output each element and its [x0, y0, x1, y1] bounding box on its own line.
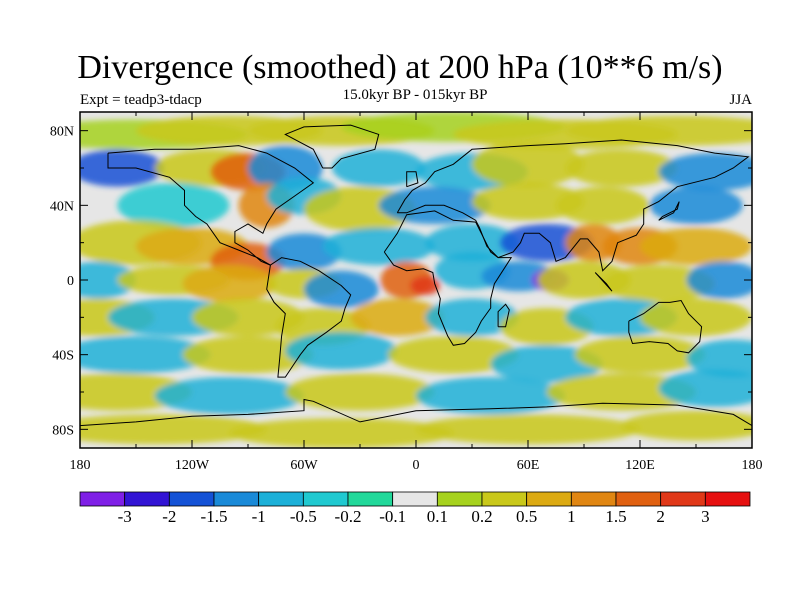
divergence-patch	[546, 373, 696, 411]
lat-tick-label: 40N	[50, 199, 74, 214]
coastline	[594, 272, 613, 292]
divergence-patch	[472, 141, 584, 187]
colorbar	[79, 491, 751, 507]
lat-tick-label: 0	[67, 274, 74, 289]
divergence-patch	[285, 373, 435, 411]
lon-tick-label: 60E	[517, 458, 540, 473]
coastline	[406, 171, 419, 188]
colorbar-level-label: -0.5	[289, 507, 317, 526]
colorbar-level-label: -0.2	[334, 507, 362, 526]
colorbar-level-label: -1	[251, 507, 266, 526]
colorbar-swatch	[526, 491, 572, 507]
colorbar-level-label: 1.5	[605, 507, 627, 526]
divergence-patch	[574, 336, 706, 374]
colorbar-swatch	[570, 491, 617, 507]
divergence-patch	[388, 336, 519, 374]
coastline	[628, 299, 703, 354]
divergence-patch	[410, 276, 441, 295]
divergence-patch	[322, 227, 435, 266]
divergence-patch	[565, 149, 678, 187]
colorbar-level-label: 2	[656, 507, 665, 526]
divergence-field	[80, 112, 752, 448]
divergence-patch	[425, 224, 519, 262]
divergence-patch	[154, 377, 304, 415]
lon-tick-label: 120W	[175, 458, 210, 473]
colorbar-level-label: 0.1	[426, 507, 448, 526]
colorbar-swatch	[615, 491, 662, 507]
divergence-patch	[304, 270, 379, 309]
colorbar-swatch	[347, 491, 394, 507]
lat-tick-label: 40S	[52, 349, 74, 364]
coastlines	[80, 124, 752, 427]
coastline	[266, 257, 352, 378]
divergence-patch	[350, 298, 445, 337]
divergence-patch	[332, 149, 426, 187]
colorbar-swatch	[168, 491, 215, 507]
coastline	[396, 139, 750, 272]
experiment-label: Expt = teadp3-tdacp	[80, 92, 202, 108]
coastline	[284, 124, 380, 169]
divergence-patch	[686, 339, 752, 378]
coastline	[383, 210, 513, 346]
figure-title: Divergence (smoothed) at 200 hPa (10**6 …	[77, 49, 723, 86]
divergence-patch	[229, 418, 454, 448]
divergence-patch	[472, 182, 584, 221]
colorbar-level-label: 0.5	[516, 507, 538, 526]
colorbar-swatch	[392, 491, 438, 507]
lat-tick-label: 80N	[50, 125, 74, 140]
divergence-patch	[640, 227, 752, 266]
colorbar-swatch	[213, 491, 260, 507]
colorbar-swatch	[79, 491, 126, 507]
colorbar-level-label: -1.5	[200, 507, 228, 526]
divergence-patch	[80, 261, 136, 299]
colorbar-level-label: 3	[701, 507, 710, 526]
colorbar-swatch	[258, 491, 304, 507]
divergence-patch	[602, 265, 715, 303]
colorbar-swatch	[660, 491, 706, 507]
colorbar-swatch	[124, 491, 170, 507]
divergence-patch	[686, 261, 752, 299]
divergence-patch	[117, 182, 230, 228]
lon-tick-label: 120E	[625, 458, 655, 473]
divergence-patch	[425, 298, 519, 337]
colorbar-level-label: -0.1	[379, 507, 407, 526]
colorbar-swatch	[436, 491, 483, 507]
lon-tick-label: 180	[742, 458, 763, 473]
divergence-patch	[649, 186, 743, 224]
colorbar-level-label: 1	[567, 507, 576, 526]
divergence-patch	[658, 153, 752, 191]
colorbar-level-label: 0.2	[471, 507, 493, 526]
colorbar-level-label: -3	[117, 507, 132, 526]
divergence-patch	[416, 414, 640, 445]
divergence-patch	[621, 410, 752, 441]
colorbar-swatch	[481, 491, 528, 507]
divergence-patch	[80, 336, 211, 374]
lat-tick-label: 80S	[52, 423, 74, 438]
season-label: JJA	[729, 92, 752, 108]
divergence-patch	[658, 369, 752, 407]
period-label: 15.0kyr BP - 015kyr BP	[342, 87, 488, 103]
lon-tick-label: 60W	[290, 458, 318, 473]
divergence-patch	[285, 332, 398, 370]
colorbar-swatch	[704, 491, 751, 507]
divergence-patch	[182, 265, 276, 303]
coastline	[80, 398, 752, 427]
colorbar-swatch	[302, 491, 349, 507]
axis-ticks: 80N 40N 0 40S 80S 180 120W 60W 0 60E 120E 180	[50, 112, 763, 473]
divergence-patch	[266, 233, 342, 271]
coastline	[658, 201, 680, 221]
colorbar-level-label: -2	[162, 507, 177, 526]
divergence-patch	[416, 377, 566, 415]
coastline	[497, 303, 510, 328]
divergence-patch	[640, 298, 752, 337]
coastline	[107, 145, 315, 266]
divergence-patch	[556, 186, 650, 224]
lon-tick-label: 180	[70, 458, 91, 473]
divergence-patch	[565, 115, 752, 146]
divergence-patch	[80, 414, 267, 445]
lon-tick-label: 0	[413, 458, 420, 473]
